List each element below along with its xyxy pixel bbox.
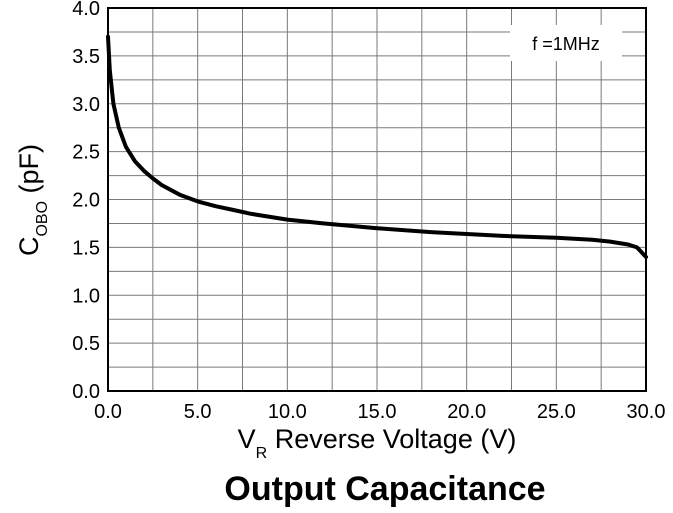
x-tick-label: 15.0 bbox=[358, 401, 397, 423]
x-tick-label: 5.0 bbox=[184, 401, 212, 423]
x-tick-labels: 0.0 5.0 10.0 15.0 20.0 25.0 30.0 bbox=[94, 401, 665, 423]
y-tick-label: 3.5 bbox=[72, 46, 100, 68]
y-tick-label: 0.0 bbox=[72, 381, 100, 403]
y-axis-label-sub: OBO bbox=[34, 201, 51, 237]
y-tick-label: 1.5 bbox=[72, 237, 100, 259]
y-tick-label: 2.0 bbox=[72, 190, 100, 212]
annotation-box bbox=[510, 25, 622, 61]
y-tick-label: 0.5 bbox=[72, 333, 100, 355]
capacitance-curve bbox=[106, 34, 648, 259]
x-tick-label: 20.0 bbox=[447, 401, 486, 423]
x-axis-label-main: V bbox=[238, 424, 256, 454]
x-axis-label: VR Reverse Voltage (V) bbox=[238, 424, 517, 462]
x-tick-label: 0.0 bbox=[94, 401, 122, 423]
x-tick-label: 30.0 bbox=[627, 401, 666, 423]
plot-frame bbox=[107, 7, 647, 392]
grid-lines bbox=[108, 8, 646, 391]
y-tick-label: 4.0 bbox=[72, 0, 100, 20]
x-axis-label-sub: R bbox=[256, 445, 268, 462]
y-tick-labels: 0.0 0.5 1.0 1.5 2.0 2.5 3.0 3.5 4.0 bbox=[72, 0, 100, 403]
x-axis-label-rest: Reverse Voltage (V) bbox=[267, 424, 516, 454]
frequency-annotation: f =1MHz bbox=[532, 34, 600, 54]
y-tick-label: 3.0 bbox=[72, 94, 100, 116]
chart-title: Output Capacitance bbox=[224, 470, 545, 508]
y-axis-label: COBO (pF) bbox=[14, 144, 51, 256]
y-axis-label-rest: (pF) bbox=[14, 144, 44, 201]
x-tick-label: 25.0 bbox=[537, 401, 576, 423]
y-axis-label-main: C bbox=[14, 237, 44, 257]
y-tick-label: 2.5 bbox=[72, 142, 100, 164]
y-tick-label: 1.0 bbox=[72, 285, 100, 307]
x-tick-label: 10.0 bbox=[268, 401, 307, 423]
